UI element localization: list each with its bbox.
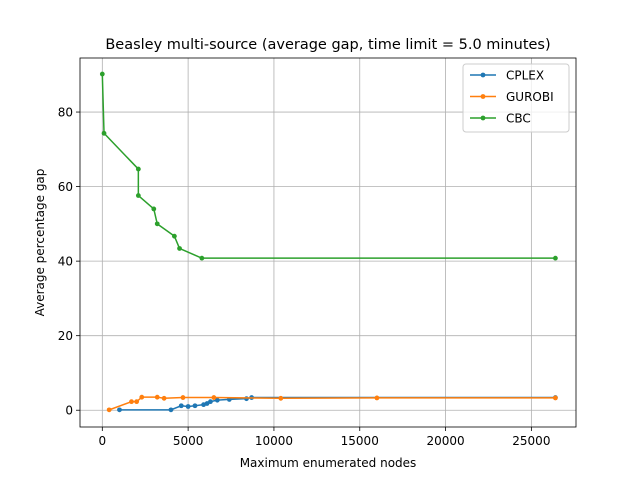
cbc-line [101, 73, 557, 259]
x-tick-label: 25000 [512, 434, 550, 448]
series-gurobi [106, 394, 558, 413]
chart-title: Beasley multi-source (average gap, time … [105, 37, 550, 53]
cplex-point [178, 403, 184, 409]
cplex-point [208, 399, 213, 405]
cplex-point [168, 407, 174, 413]
series-cbc [99, 71, 558, 261]
cbc-point [151, 206, 157, 212]
y-axis-label: Average percentage gap [33, 169, 47, 317]
gurobi-point [374, 395, 380, 401]
legend-cplex-marker [480, 72, 486, 78]
gurobi-point [161, 395, 167, 401]
legend-frame [462, 63, 570, 133]
cbc-point [99, 71, 105, 77]
cbc-point [171, 233, 177, 239]
series-lines [99, 71, 558, 413]
cbc-point [135, 166, 141, 172]
cbc-point [177, 246, 182, 251]
gurobi-point [553, 395, 558, 401]
x-tick-label: 0 [98, 434, 106, 448]
gurobi-point [106, 407, 112, 413]
legend: CPLEX GUROBI CBC [462, 63, 570, 133]
cbc-point [135, 193, 141, 198]
y-tick-label: 20 [58, 329, 73, 343]
cplex-point [117, 407, 122, 413]
legend-gurobi-label: GUROBI [506, 90, 554, 104]
cbc-point [101, 130, 107, 136]
cplex-point [214, 397, 220, 403]
gurobi-point [211, 395, 217, 400]
x-axis-label: Maximum enumerated nodes [240, 456, 417, 470]
gurobi-point [180, 395, 186, 400]
y-tick-label: 0 [65, 404, 73, 418]
plot-frame [79, 57, 577, 428]
x-axis-ticks: 0 5000 10000 15000 20000 25000 [98, 427, 550, 448]
cplex-point [185, 404, 191, 409]
x-tick-label: 5000 [173, 434, 204, 448]
legend-cplex-label: CPLEX [506, 69, 544, 83]
y-tick-label: 80 [58, 106, 73, 120]
y-tick-label: 40 [58, 255, 73, 269]
legend-cbc-marker [480, 115, 486, 121]
y-axis-ticks: 0 20 40 60 80 [58, 106, 80, 418]
legend-gurobi-marker [480, 94, 486, 99]
legend-cbc-label: CBC [506, 112, 531, 126]
x-tick-label: 10000 [255, 434, 293, 448]
gurobi-point [139, 394, 145, 400]
y-tick-label: 60 [58, 180, 73, 194]
cbc-point [553, 255, 558, 261]
gurobi-point [154, 394, 160, 400]
cbc-point [199, 255, 205, 261]
gurobi-point [129, 399, 134, 405]
gurobi-point [278, 395, 284, 401]
gurobi-point [134, 399, 140, 405]
cplex-point [192, 403, 198, 409]
x-tick-label: 20000 [426, 434, 464, 448]
cbc-point [154, 221, 160, 227]
x-tick-label: 15000 [341, 434, 379, 448]
